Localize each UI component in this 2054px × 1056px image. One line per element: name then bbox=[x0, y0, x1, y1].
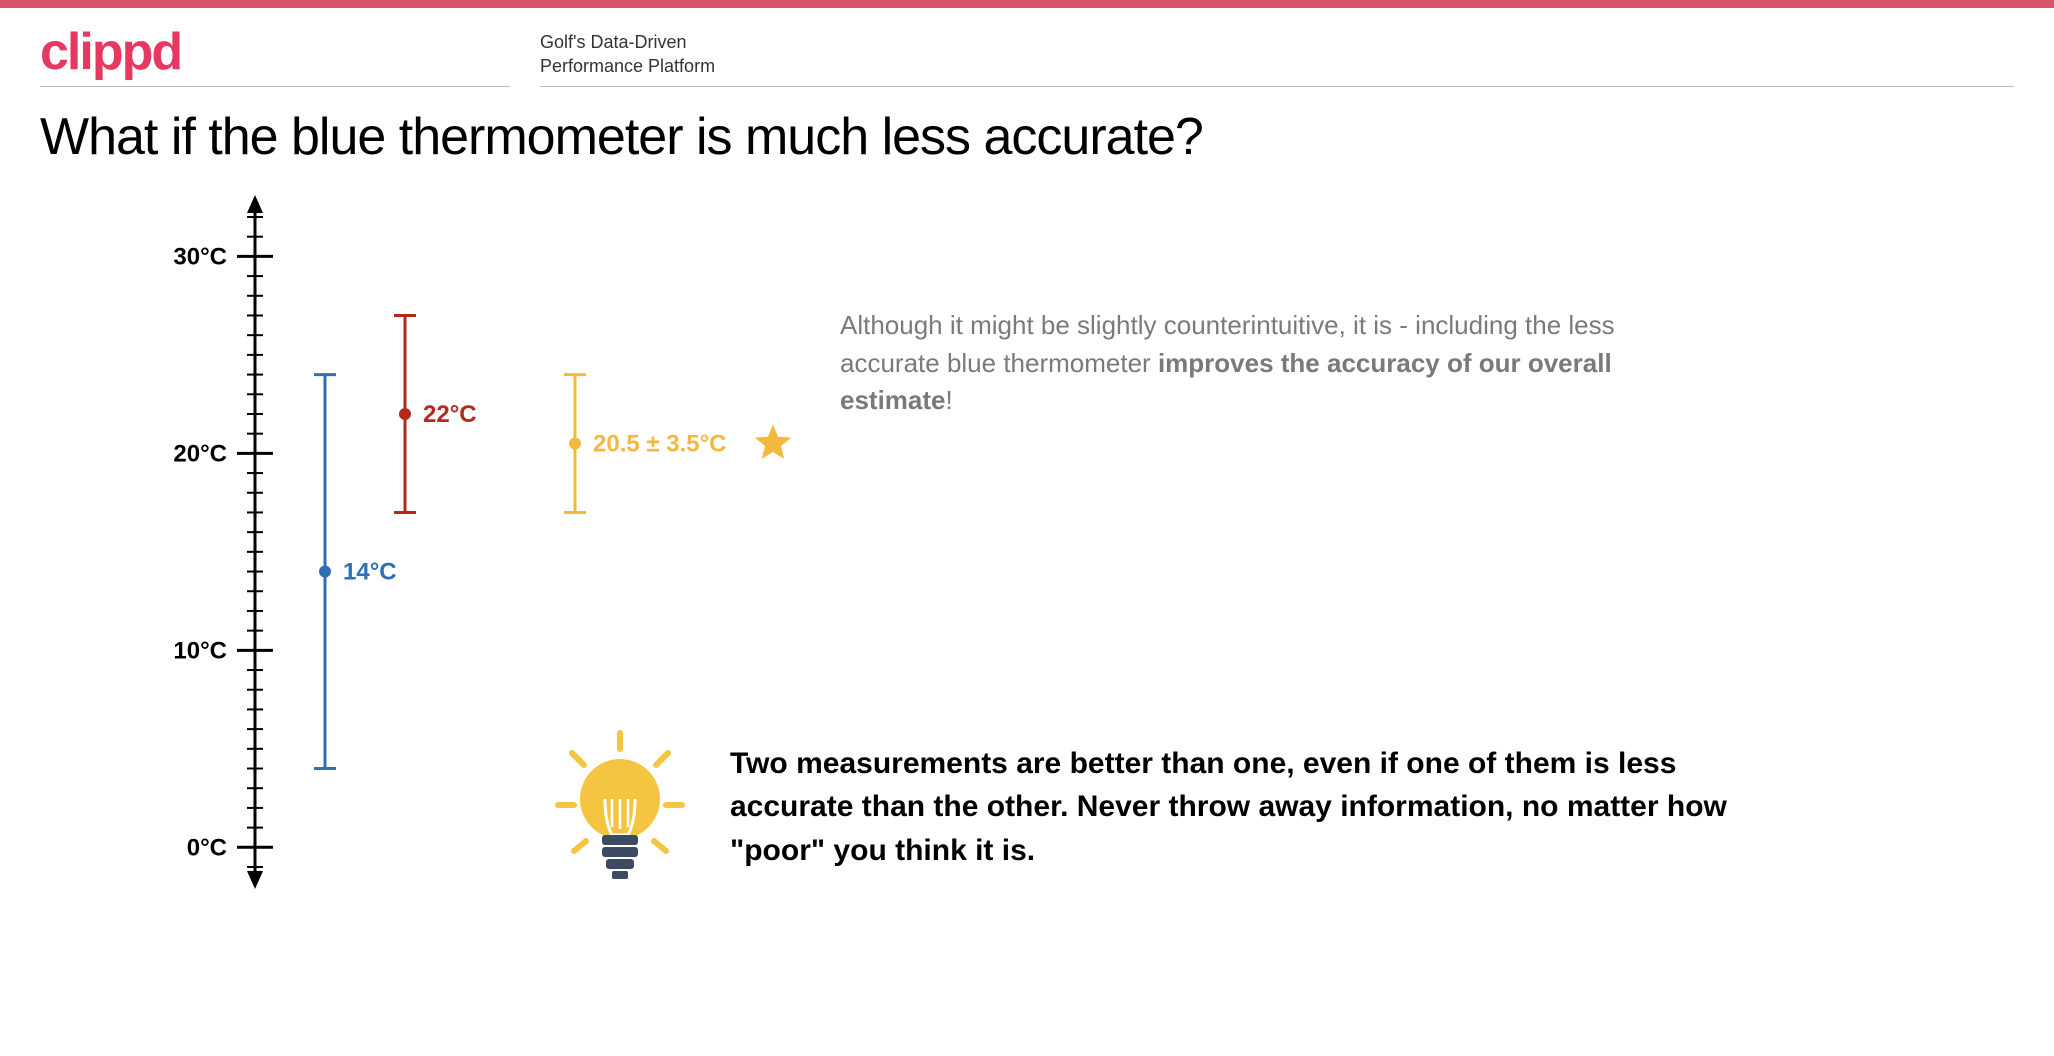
axis-label: 30°C bbox=[173, 243, 227, 270]
series-label-red: 22°C bbox=[423, 401, 477, 428]
header: clippd Golf's Data-Driven Performance Pl… bbox=[0, 8, 2054, 87]
tagline: Golf's Data-Driven Performance Platform bbox=[540, 31, 2014, 87]
explanation-text: Although it might be slightly counterint… bbox=[840, 307, 1660, 420]
axis-label: 20°C bbox=[173, 440, 227, 467]
logo-text: clippd bbox=[40, 26, 510, 78]
tagline-line1: Golf's Data-Driven bbox=[540, 31, 2014, 54]
tagline-line2: Performance Platform bbox=[540, 55, 2014, 78]
logo-block: clippd bbox=[40, 26, 510, 87]
top-accent-bar bbox=[0, 0, 2054, 8]
explain-suffix: ! bbox=[946, 385, 953, 415]
content-row: 0°C 10°C 20°C 30°C 14°C 22°C 20.5 ± 3.5°C bbox=[0, 177, 2054, 947]
insight-text: Two measurements are better than one, ev… bbox=[730, 742, 1780, 873]
axis-label: 0°C bbox=[187, 834, 227, 861]
series-label-combined: 20.5 ± 3.5°C bbox=[593, 431, 727, 458]
star-icon bbox=[755, 425, 791, 459]
axis-label: 10°C bbox=[173, 637, 227, 664]
page-title: What if the blue thermometer is much les… bbox=[0, 87, 2054, 177]
thermometer-chart: 0°C 10°C 20°C 30°C 14°C 22°C 20.5 ± 3.5°C bbox=[40, 187, 800, 907]
lightbulb-icon bbox=[550, 727, 690, 887]
series-label-blue: 14°C bbox=[343, 559, 397, 586]
insight-row: Two measurements are better than one, ev… bbox=[550, 727, 1950, 887]
